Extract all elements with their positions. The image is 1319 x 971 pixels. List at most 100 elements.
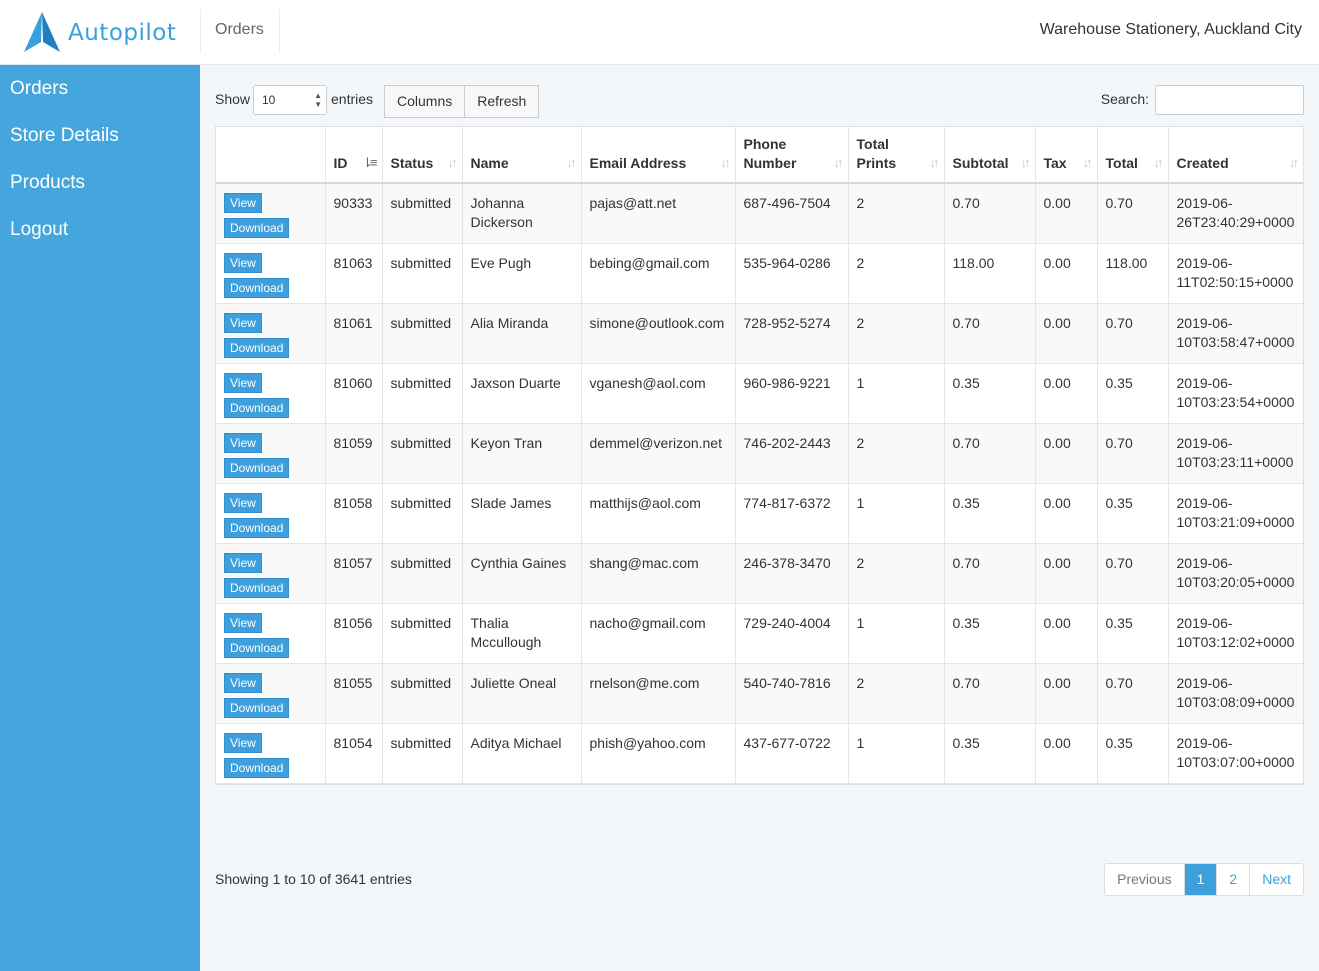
sidebar-item-logout[interactable]: Logout	[10, 219, 69, 240]
table-row: View Download 90333 submitted Johanna Dicker…	[216, 183, 1303, 244]
subtotal: 0.70	[944, 303, 1036, 364]
download-button[interactable]: Download	[224, 218, 290, 238]
column-header-status[interactable]: Status ↓↑	[382, 127, 463, 184]
view-button[interactable]: View	[224, 733, 262, 753]
customer-name: Slade James	[462, 483, 582, 544]
column-header-total[interactable]: Total ↓↑	[1097, 127, 1169, 184]
subtotal: 118.00	[944, 243, 1036, 304]
tax: 0.00	[1035, 663, 1098, 724]
column-header-tax[interactable]: Tax ↓↑	[1035, 127, 1098, 184]
tax: 0.00	[1035, 423, 1098, 484]
order-id: 81060	[325, 363, 383, 424]
customer-email: shang@mac.com	[581, 543, 736, 604]
total-prints: 1	[848, 363, 945, 424]
order-status: submitted	[382, 723, 463, 784]
entries-select-value: 10	[262, 93, 276, 107]
download-button[interactable]: Download	[224, 278, 290, 298]
refresh-button[interactable]: Refresh	[465, 85, 540, 118]
customer-email: demmel@verizon.net	[581, 423, 736, 484]
subtotal: 0.35	[944, 603, 1036, 664]
created-date: 2019-06-10T03:07:00+0000	[1168, 723, 1303, 784]
sidebar: Orders Store Details Products Logout	[0, 65, 200, 971]
total: 0.70	[1097, 423, 1169, 484]
table-row: View Download 81059 submitted Keyon Tran demm…	[216, 423, 1303, 484]
order-id: 81061	[325, 303, 383, 364]
order-id: 81056	[325, 603, 383, 664]
total: 0.35	[1097, 603, 1169, 664]
created-date: 2019-06-10T03:20:05+0000	[1168, 543, 1303, 604]
sidebar-item-store-details[interactable]: Store Details	[10, 125, 119, 146]
download-button[interactable]: Download	[224, 698, 290, 718]
order-id: 90333	[325, 183, 383, 244]
download-button[interactable]: Download	[224, 458, 290, 478]
customer-email: phish@yahoo.com	[581, 723, 736, 784]
page-2-button[interactable]: 2	[1216, 864, 1249, 895]
entries-label: entries	[331, 91, 374, 107]
column-header-label: Email Address	[589, 155, 687, 171]
view-button[interactable]: View	[224, 493, 262, 513]
column-header-name[interactable]: Name ↓↑	[462, 127, 582, 184]
columns-button[interactable]: Columns	[384, 85, 466, 118]
view-button[interactable]: View	[224, 373, 262, 393]
download-button[interactable]: Download	[224, 758, 290, 778]
column-header-total-prints[interactable]: Total Prints ↓↑	[848, 127, 945, 184]
search-input[interactable]	[1155, 85, 1304, 115]
column-header-label: ID	[333, 155, 348, 171]
total-prints: 2	[848, 543, 945, 604]
customer-phone: 729-240-4004	[735, 603, 849, 664]
table-row: View Download 81054 submitted Aditya Michael…	[216, 723, 1303, 784]
column-header-subtotal[interactable]: Subtotal ↓↑	[944, 127, 1036, 184]
entries-select[interactable]: 10 ▲ ▼	[253, 85, 327, 115]
order-status: submitted	[382, 603, 463, 664]
store-name: Warehouse Stationery, Auckland City	[1039, 21, 1302, 38]
row-actions: View Download	[216, 303, 326, 364]
customer-name: Keyon Tran	[462, 423, 582, 484]
customer-email: bebing@gmail.com	[581, 243, 736, 304]
column-header-id[interactable]: ID ⇂≡	[325, 127, 383, 184]
sidebar-item-products[interactable]: Products	[10, 172, 85, 193]
created-date: 2019-06-10T03:23:54+0000	[1168, 363, 1303, 424]
view-button[interactable]: View	[224, 193, 262, 213]
table-row: View Download 81057 submitted Cynthia Gaines…	[216, 543, 1303, 604]
column-header-label: Phone Number	[743, 136, 797, 171]
total-prints: 2	[848, 303, 945, 364]
download-button[interactable]: Download	[224, 518, 290, 538]
row-actions: View Download	[216, 603, 326, 664]
table-row: View Download 81061 submitted Alia Miranda si…	[216, 303, 1303, 364]
download-button[interactable]: Download	[224, 398, 290, 418]
order-id: 81057	[325, 543, 383, 604]
view-button[interactable]: View	[224, 253, 262, 273]
customer-phone: 687-496-7504	[735, 183, 849, 244]
customer-name: Alia Miranda	[462, 303, 582, 364]
view-button[interactable]: View	[224, 553, 262, 573]
column-header-phone[interactable]: Phone Number ↓↑	[735, 127, 849, 184]
previous-page-button[interactable]: Previous	[1117, 871, 1172, 887]
column-header-created[interactable]: Created ↓↑	[1168, 127, 1303, 184]
view-button[interactable]: View	[224, 613, 262, 633]
next-page-button[interactable]: Next	[1249, 864, 1303, 895]
paper-plane-logo-icon	[24, 11, 60, 52]
tax: 0.00	[1035, 483, 1098, 544]
sort-icon: ↓↑	[1153, 155, 1164, 170]
download-button[interactable]: Download	[224, 578, 290, 598]
view-button[interactable]: View	[224, 313, 262, 333]
app-name: Autopilot	[68, 19, 177, 46]
view-button[interactable]: View	[224, 433, 262, 453]
total: 0.35	[1097, 483, 1169, 544]
logo[interactable]: Autopilot	[0, 0, 200, 65]
download-button[interactable]: Download	[224, 338, 290, 358]
table-info: Showing 1 to 10 of 3641 entries	[215, 871, 412, 887]
page-1-button[interactable]: 1	[1183, 864, 1217, 895]
total: 118.00	[1097, 243, 1169, 304]
row-actions: View Download	[216, 543, 326, 604]
total-prints: 2	[848, 663, 945, 724]
customer-name: Johanna Dickerson	[462, 183, 582, 244]
select-arrows-icon: ▲ ▼	[314, 91, 322, 109]
column-header-email[interactable]: Email Address ↓↑	[581, 127, 736, 184]
view-button[interactable]: View	[224, 673, 262, 693]
customer-email: nacho@gmail.com	[581, 603, 736, 664]
sidebar-item-orders[interactable]: Orders	[10, 78, 69, 99]
sort-icon: ↓↑	[929, 155, 940, 170]
table-toolbar: Show 10 ▲ ▼ entries Columns Refresh Searc…	[215, 85, 1304, 119]
download-button[interactable]: Download	[224, 638, 290, 658]
